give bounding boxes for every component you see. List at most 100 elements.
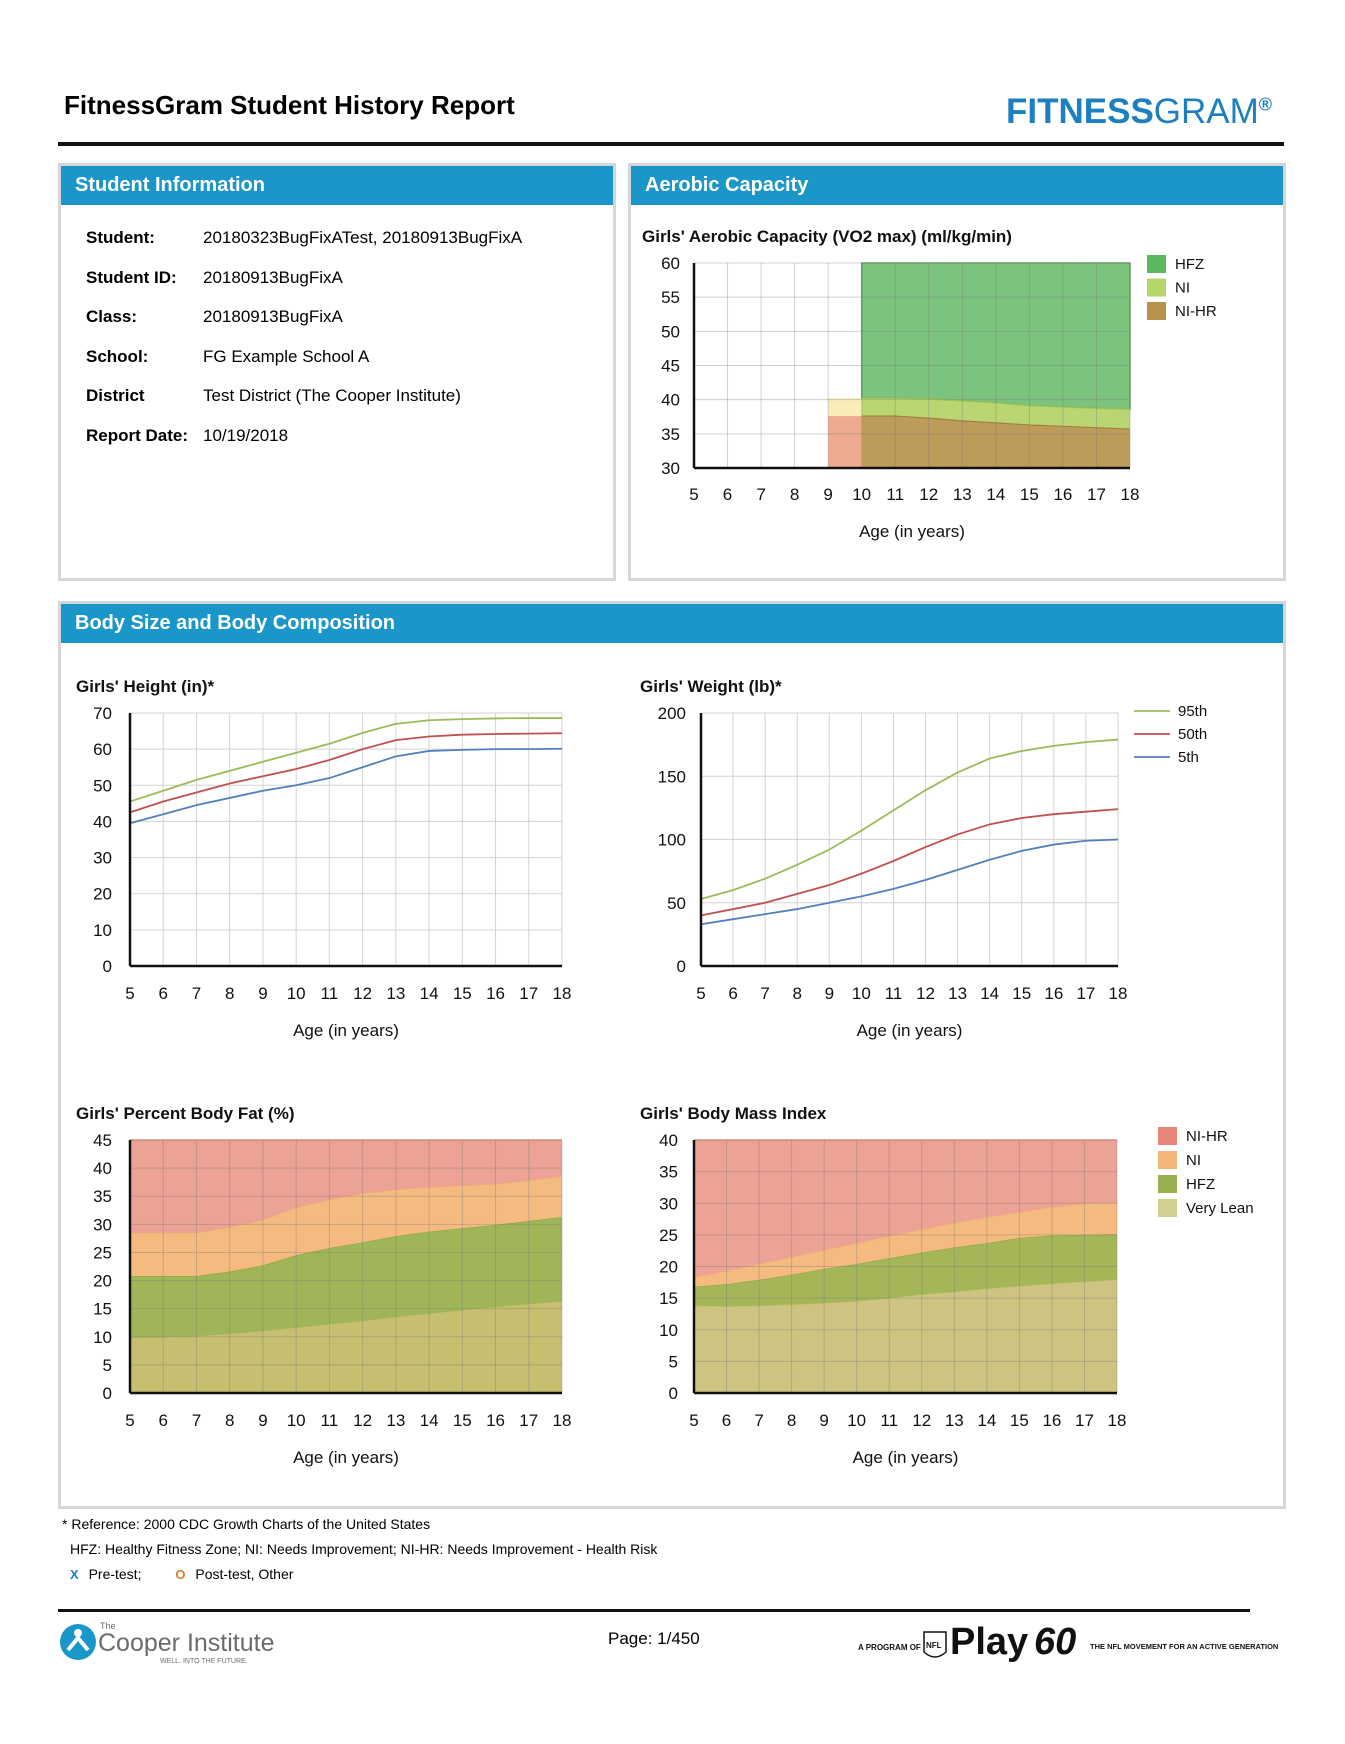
x-tick-label: 14 xyxy=(977,1411,996,1430)
area-band-bmi xyxy=(694,1202,1117,1287)
abbreviation-note: HFZ: Healthy Fitness Zone; NI: Needs Imp… xyxy=(70,1541,658,1557)
x-tick-label: 16 xyxy=(1053,485,1072,504)
x-axis-label: Age (in years) xyxy=(293,1448,399,1467)
program-of-text: A PROGRAM OF xyxy=(858,1643,921,1652)
student-info-value: Test District (The Cooper Institute) xyxy=(203,386,461,406)
y-tick-label: 40 xyxy=(93,812,112,831)
x-tick-label: 12 xyxy=(912,1411,931,1430)
x-axis-label: Age (in years) xyxy=(859,522,965,541)
y-tick-label: 35 xyxy=(661,425,680,444)
x-tick-label: 18 xyxy=(553,984,572,1003)
student-info-panel: Student Information Student: 20180323BugF… xyxy=(58,163,616,581)
student-info-label: Student: xyxy=(86,228,155,247)
area-band-edge-bodyfat xyxy=(130,1175,563,1234)
x-tick-label: 10 xyxy=(287,984,306,1003)
chart-title: Girls' Height (in)* xyxy=(76,677,215,696)
aerobic-ni-area xyxy=(861,398,1130,430)
area-band-bodyfat xyxy=(130,1175,562,1277)
x-tick-label: 17 xyxy=(519,1411,538,1430)
x-tick-label: 10 xyxy=(287,1411,306,1430)
x-axis-label: Age (in years) xyxy=(293,1021,399,1040)
pre-test-label: Pre-test; xyxy=(88,1566,142,1582)
x-tick-label: 8 xyxy=(225,1411,234,1430)
x-tick-label: 5 xyxy=(689,485,698,504)
y-tick-label: 50 xyxy=(667,894,686,913)
x-tick-label: 17 xyxy=(519,984,538,1003)
x-tick-label: 8 xyxy=(790,485,799,504)
x-tick-label: 5 xyxy=(689,1411,698,1430)
y-tick-label: 60 xyxy=(661,254,680,273)
aerobic-nihr-area xyxy=(861,416,1130,468)
y-tick-label: 5 xyxy=(669,1352,678,1371)
x-tick-label: 17 xyxy=(1075,1411,1094,1430)
y-tick-label: 15 xyxy=(659,1289,678,1308)
y-tick-label: 10 xyxy=(93,921,112,940)
legend-swatch-NI xyxy=(1147,278,1166,297)
area-band-bodyfat xyxy=(130,1217,562,1338)
header-divider xyxy=(58,142,1284,146)
x-tick-label: 11 xyxy=(885,984,903,1003)
series-line-95th xyxy=(700,738,1119,900)
student-info-label: District xyxy=(86,386,145,406)
x-tick-label: 7 xyxy=(754,1411,763,1430)
y-tick-label: 200 xyxy=(658,704,686,723)
y-tick-label: 40 xyxy=(661,391,680,410)
series-line-5th xyxy=(129,747,563,825)
x-tick-label: 6 xyxy=(722,1411,731,1430)
y-tick-label: 60 xyxy=(93,740,112,759)
aerobic-partial-nihr xyxy=(828,416,862,468)
y-tick-label: 35 xyxy=(93,1187,112,1206)
play60-logo: A PROGRAM OF NFL Play 60 THE NFL MOVEMEN… xyxy=(858,1621,1278,1663)
x-tick-label: 12 xyxy=(353,984,372,1003)
x-tick-label: 5 xyxy=(696,984,705,1003)
y-tick-label: 50 xyxy=(93,776,112,795)
legend-label: NI-HR xyxy=(1175,303,1217,320)
legend-swatch-NI-HR xyxy=(1147,302,1166,320)
logo-bold: FITNESS xyxy=(1006,92,1154,131)
x-tick-label: 13 xyxy=(386,1411,405,1430)
legend-swatch-Very Lean xyxy=(1158,1199,1177,1217)
x-tick-label: 8 xyxy=(225,984,234,1003)
y-tick-label: 0 xyxy=(103,1384,112,1403)
x-tick-label: 10 xyxy=(852,485,871,504)
student-info-label: Report Date: xyxy=(86,426,189,445)
x-tick-label: 13 xyxy=(948,984,967,1003)
legend-label: 50th xyxy=(1178,726,1207,743)
cooper-tagline-text: WELL. INTO THE FUTURE. xyxy=(160,1658,248,1665)
x-tick-label: 15 xyxy=(1012,984,1031,1003)
play60-tagline: THE NFL MOVEMENT FOR AN ACTIVE GENERATIO… xyxy=(1090,1642,1278,1651)
legend-label: Very Lean xyxy=(1186,1200,1254,1217)
y-tick-label: 30 xyxy=(661,459,680,478)
post-test-mark: O xyxy=(175,1567,186,1582)
x-tick-label: 9 xyxy=(258,1411,267,1430)
chart-title: Girls' Percent Body Fat (%) xyxy=(76,1104,294,1123)
cooper-logo-figure xyxy=(74,1629,82,1637)
x-tick-label: 17 xyxy=(1076,984,1095,1003)
legend-swatch-NI xyxy=(1158,1151,1177,1169)
cooper-small-text: The xyxy=(100,1621,116,1631)
student-info-heading: Student Information xyxy=(61,166,613,205)
y-tick-label: 45 xyxy=(661,357,680,376)
nfl-text: NFL xyxy=(926,1641,942,1650)
legend-label: NI xyxy=(1175,280,1190,297)
y-tick-label: 40 xyxy=(93,1159,112,1178)
y-tick-label: 70 xyxy=(93,704,112,723)
x-tick-label: 16 xyxy=(1044,984,1063,1003)
x-tick-label: 7 xyxy=(756,485,765,504)
y-tick-label: 30 xyxy=(93,849,112,868)
y-tick-label: 0 xyxy=(103,957,112,976)
x-tick-label: 11 xyxy=(321,1411,339,1430)
x-tick-label: 12 xyxy=(919,485,938,504)
x-tick-label: 6 xyxy=(723,485,732,504)
y-tick-label: 55 xyxy=(661,288,680,307)
x-tick-label: 18 xyxy=(1109,984,1128,1003)
x-tick-label: 11 xyxy=(880,1411,898,1430)
logo-registered: ® xyxy=(1258,94,1273,115)
cooper-institute-logo: The Cooper Institute WELL. INTO THE FUTU… xyxy=(60,1621,275,1665)
y-tick-label: 25 xyxy=(659,1226,678,1245)
cooper-name-text: Cooper Institute xyxy=(98,1629,275,1657)
x-tick-label: 15 xyxy=(453,984,472,1003)
student-info-value: 20180913BugFixA xyxy=(203,267,343,287)
y-tick-label: 45 xyxy=(93,1131,112,1150)
x-tick-label: 5 xyxy=(125,1411,134,1430)
